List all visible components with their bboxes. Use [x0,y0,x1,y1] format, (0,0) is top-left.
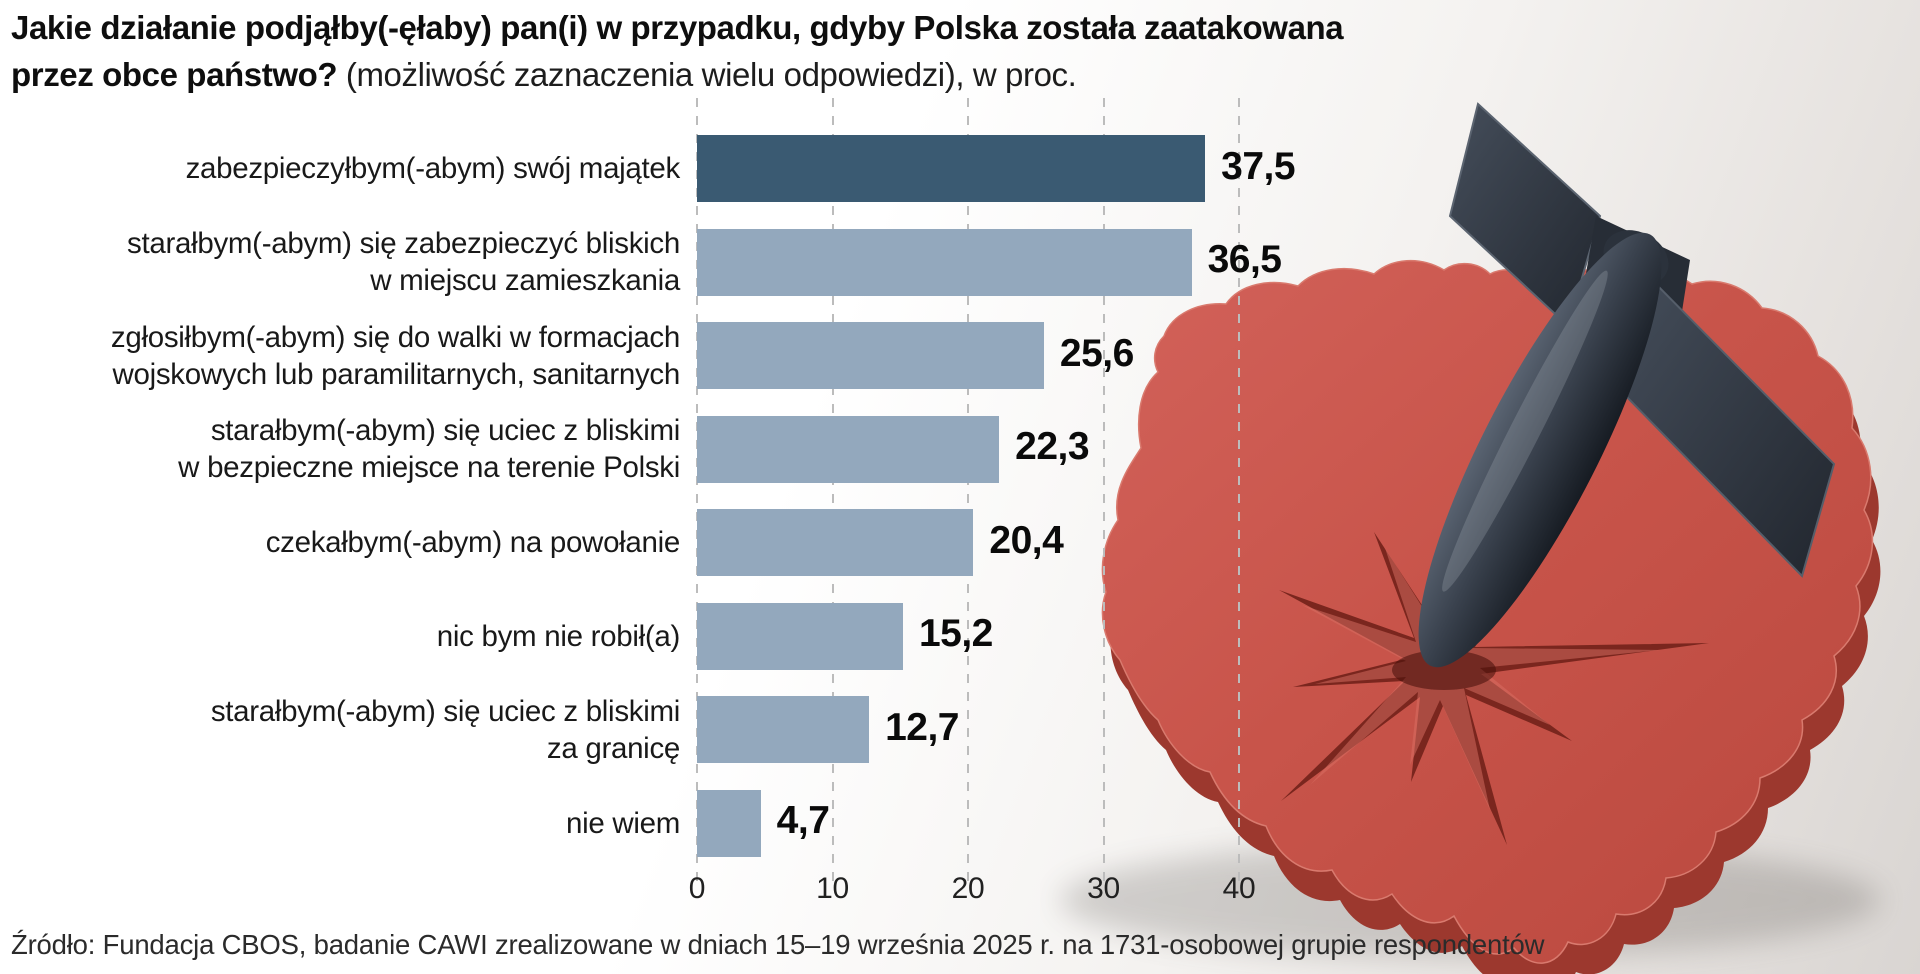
bar-label-line: w bezpieczne miejsce na terenie Polski [178,451,680,485]
x-tick-label-20: 20 [951,872,985,905]
bar-label-line: zgłosiłbym(-abym) się do walki w formacj… [110,320,680,354]
gridline-40 [1238,98,1240,882]
source-note: Źródło: Fundacja CBOS, badanie CAWI zrea… [11,929,1545,960]
title-line-2-bold: przez obce państwo? [11,56,338,93]
bar-label: zabezpieczyłbym(-abym) swój majątek [20,150,681,187]
chart-title: Jakie działanie podjąłby(-ęłaby) pan(i) … [11,4,1344,98]
bar-value: 15,2 [918,612,993,656]
bar-value: 25,6 [1059,331,1134,375]
bar [697,602,903,670]
gridline-0 [696,98,698,882]
bar-value: 12,7 [885,705,959,749]
bar-label-line: czekałbym(-abym) na powołanie [265,526,681,560]
bar-label-line: zabezpieczyłbym(-abym) swój majątek [185,152,681,186]
bomb-contact-shadow [1392,650,1496,690]
bar [697,135,1206,203]
x-tick-label-10: 10 [816,872,849,905]
bar-label-line: w miejscu zamieszkania [370,264,680,298]
bar-label: starałbym(-abym) się uciec z bliskimi za … [20,693,680,767]
bar [697,509,974,577]
bar-label: nic bym nie robił(a) [20,618,681,655]
bar-value: 20,4 [989,518,1064,562]
bar [697,415,1000,483]
bar [697,228,1192,296]
bomb-body-highlight [1442,270,1608,592]
poland-bomb-illustration [1060,102,1881,974]
title-line-2-regular: (możliwość zaznaczenia wielu odpowiedzi)… [337,56,1077,93]
bar-label-line: nic bym nie robił(a) [436,619,681,653]
x-tick-label-40: 40 [1222,872,1256,905]
bar-label-line: nie wiem [565,806,680,840]
x-tick-label-30: 30 [1087,872,1120,905]
title-line-1: Jakie działanie podjąłby(-ęłaby) pan(i) … [11,9,1344,46]
bar [697,696,870,764]
bar-label-line: starałbym(-abym) się uciec z bliskimi [210,694,680,728]
bar-label: zgłosiłbym(-abym) się do walki w formacj… [20,319,680,393]
bar-label: starałbym(-abym) się zabezpieczyć bliski… [20,225,680,299]
bomb-body [1418,232,1662,668]
bar-label-line: starałbym(-abym) się uciec z bliskimi [210,414,680,448]
bar-value: 4,7 [776,799,830,843]
bar-label-line: za granicę [546,731,680,765]
gridline-30 [1102,98,1105,882]
bar-label-line: starałbym(-abym) się zabezpieczyć bliski… [127,227,680,261]
illustration-group [1060,102,1881,974]
bar-label: nie wiem [20,805,680,842]
bar [697,322,1044,390]
x-tick-label-0: 0 [688,872,706,905]
bar-value: 36,5 [1207,238,1282,282]
bar [697,789,761,857]
bar-label: starałbym(-abym) się uciec z bliskimi w b… [20,412,680,486]
bar-label: czekałbym(-abym) na powołanie [20,524,681,561]
bar-label-line: wojskowych lub paramilitarnych, sanitarn… [112,357,680,391]
bar-value: 37,5 [1221,144,1296,188]
gridline-10 [831,98,834,882]
gridline-20 [967,98,969,882]
title-line-2: przez obce państwo? (możliwość zaznaczen… [11,51,1343,98]
bar-value: 22,3 [1015,425,1090,469]
